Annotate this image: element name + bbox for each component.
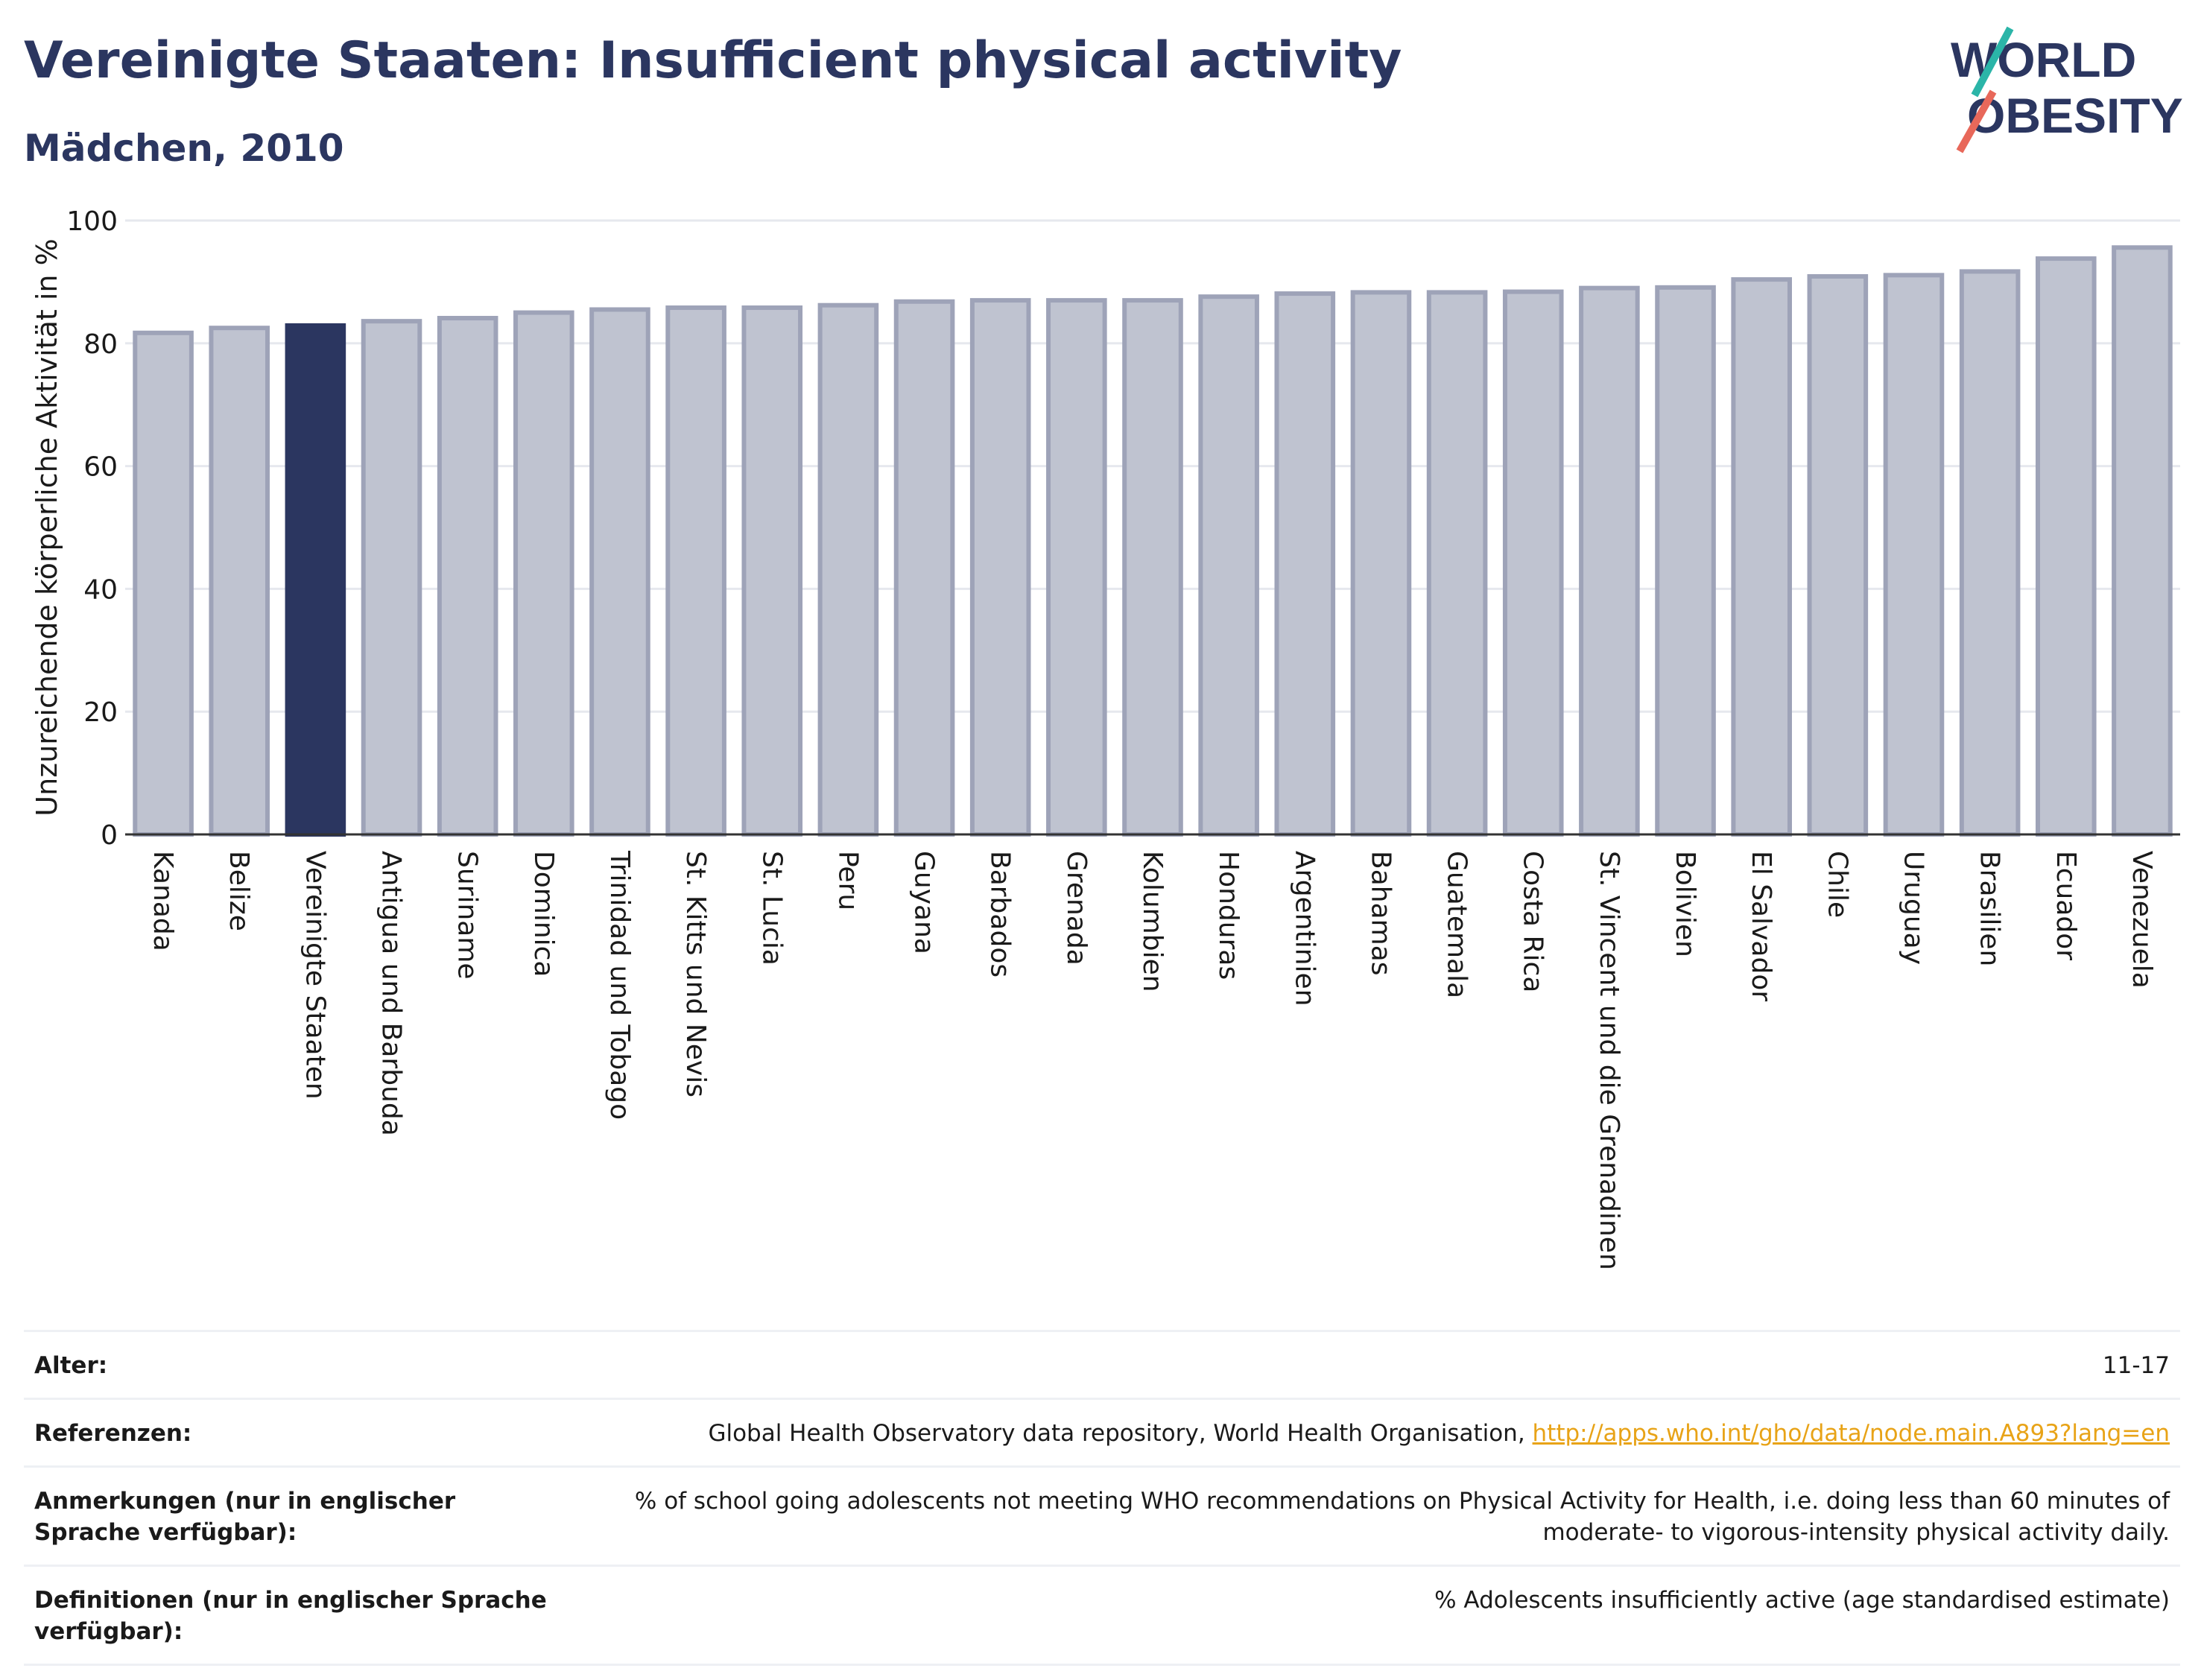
x-tick-label: St. Lucia <box>756 851 787 966</box>
bar[interactable] <box>1350 290 1412 837</box>
bar[interactable] <box>589 307 650 837</box>
bar[interactable] <box>893 299 955 837</box>
chart-title: Vereinigte Staaten: Insufficient physica… <box>24 31 1402 90</box>
y-tick-label: 0 <box>101 820 118 851</box>
bar-chart: 0 20 40 60 80 100 Kanada Belize Vereinigte Staat… <box>31 206 2180 1270</box>
bar[interactable] <box>1426 290 1488 837</box>
x-tick-label: Uruguay <box>1898 851 1928 965</box>
meta-row-definitions: Definitionen (nur in englischer Sprache … <box>24 1565 2180 1666</box>
bar[interactable] <box>513 310 574 837</box>
x-tick-label: Ecuador <box>2051 851 2081 960</box>
bar[interactable] <box>1046 298 1107 837</box>
bar[interactable] <box>1807 273 1869 837</box>
meta-row-references: Referenzen: Global Health Observatory da… <box>24 1398 2180 1465</box>
chart-subtitle: Mädchen, 2010 <box>24 127 344 170</box>
x-tick-label: Kolumbien <box>1137 851 1168 992</box>
x-tick-label: Bahamas <box>1365 851 1396 976</box>
bar[interactable] <box>2035 256 2097 837</box>
x-tick-label: Brasilien <box>1975 851 2005 966</box>
y-axis-label: Unzureichende körperliche Aktivität in % <box>31 238 63 816</box>
x-tick-label: Kanada <box>148 851 178 951</box>
x-tick-label: Trinidad und Tobago <box>604 850 635 1120</box>
bar[interactable] <box>1122 298 1183 837</box>
logo-slash-teal <box>1971 26 2014 98</box>
logo-slash-coral <box>1956 89 1997 153</box>
x-tick-label: Belize <box>224 851 254 931</box>
metadata-table: Alter: 11-17 Referenzen: Global Health O… <box>24 1330 2180 1666</box>
y-tick-label: 20 <box>83 697 118 728</box>
x-tick-label: Grenada <box>1061 851 1092 966</box>
bar[interactable] <box>1883 273 1945 837</box>
bar[interactable] <box>361 319 422 837</box>
bar[interactable] <box>2112 245 2173 837</box>
x-tick-label: Chile <box>1822 851 1852 918</box>
bar[interactable] <box>1274 291 1336 837</box>
bar[interactable] <box>969 298 1031 837</box>
x-tick-label: Barbados <box>985 851 1016 977</box>
x-tick-label: Guatemala <box>1442 851 1472 998</box>
x-tick-label: Guyana <box>909 851 940 954</box>
x-tick-label: Honduras <box>1213 851 1244 980</box>
world-obesity-logo[interactable]: WORLD OBESITY <box>1945 21 2191 155</box>
references-text: Global Health Observatory data repositor… <box>708 1420 1533 1447</box>
age-value: 11-17 <box>2102 1352 2170 1379</box>
y-tick-label: 100 <box>66 206 118 237</box>
x-tick-label: Venezuela <box>2127 851 2157 989</box>
bar[interactable] <box>1502 289 1564 837</box>
y-tick-label: 80 <box>83 329 118 360</box>
bar[interactable] <box>437 316 498 837</box>
logo-line2: OBESITY <box>1967 88 2183 143</box>
bar[interactable] <box>133 330 194 837</box>
bar[interactable] <box>741 305 803 837</box>
y-tick-label: 40 <box>83 574 118 605</box>
x-tick-label: Dominica <box>528 851 559 977</box>
definitions-label: Definitionen (nur in englischer Sprache … <box>34 1587 547 1645</box>
axes: 0 20 40 60 80 100 Kanada Belize Vereinigte Staat… <box>66 206 2180 1270</box>
x-tick-label: Suriname <box>452 851 483 980</box>
references-value: Global Health Observatory data repositor… <box>556 1418 2170 1449</box>
x-tick-label: Antigua und Barbuda <box>376 851 407 1136</box>
x-tick-label: St. Kitts und Nevis <box>680 851 711 1097</box>
meta-row-age: Alter: 11-17 <box>24 1330 2180 1398</box>
bar[interactable] <box>1731 277 1792 837</box>
bar[interactable] <box>1198 294 1259 837</box>
bar-highlight[interactable] <box>285 323 346 837</box>
x-tick-label: Bolivien <box>1670 851 1700 957</box>
references-label: Referenzen: <box>34 1420 192 1447</box>
x-tick-label: St. Vincent und die Grenadinen <box>1594 851 1624 1270</box>
y-tick-label: 60 <box>83 452 118 483</box>
x-tick-label: Peru <box>832 851 863 910</box>
definitions-value: % Adolescents insufficiently active (age… <box>1434 1587 2170 1614</box>
bar[interactable] <box>665 305 726 837</box>
bar[interactable] <box>1579 285 1640 837</box>
bar[interactable] <box>1655 285 1716 837</box>
notes-value: % of school going adolescents not meetin… <box>634 1488 2170 1546</box>
x-tick-label: El Salvador <box>1746 851 1776 1001</box>
references-link[interactable]: http://apps.who.int/gho/data/node.main.A… <box>1532 1420 2170 1447</box>
bar[interactable] <box>209 326 270 837</box>
x-tick-label: Costa Rica <box>1518 851 1548 992</box>
bar[interactable] <box>1959 269 2021 837</box>
bars <box>133 245 2173 837</box>
bar[interactable] <box>817 302 879 837</box>
x-tick-label: Argentinien <box>1289 851 1320 1007</box>
meta-row-notes: Anmerkungen (nur in englischer Sprache v… <box>24 1465 2180 1565</box>
age-label: Alter: <box>34 1352 108 1379</box>
notes-label: Anmerkungen (nur in englischer Sprache v… <box>34 1488 456 1546</box>
x-tick-label: Vereinigte Staaten <box>300 851 330 1100</box>
